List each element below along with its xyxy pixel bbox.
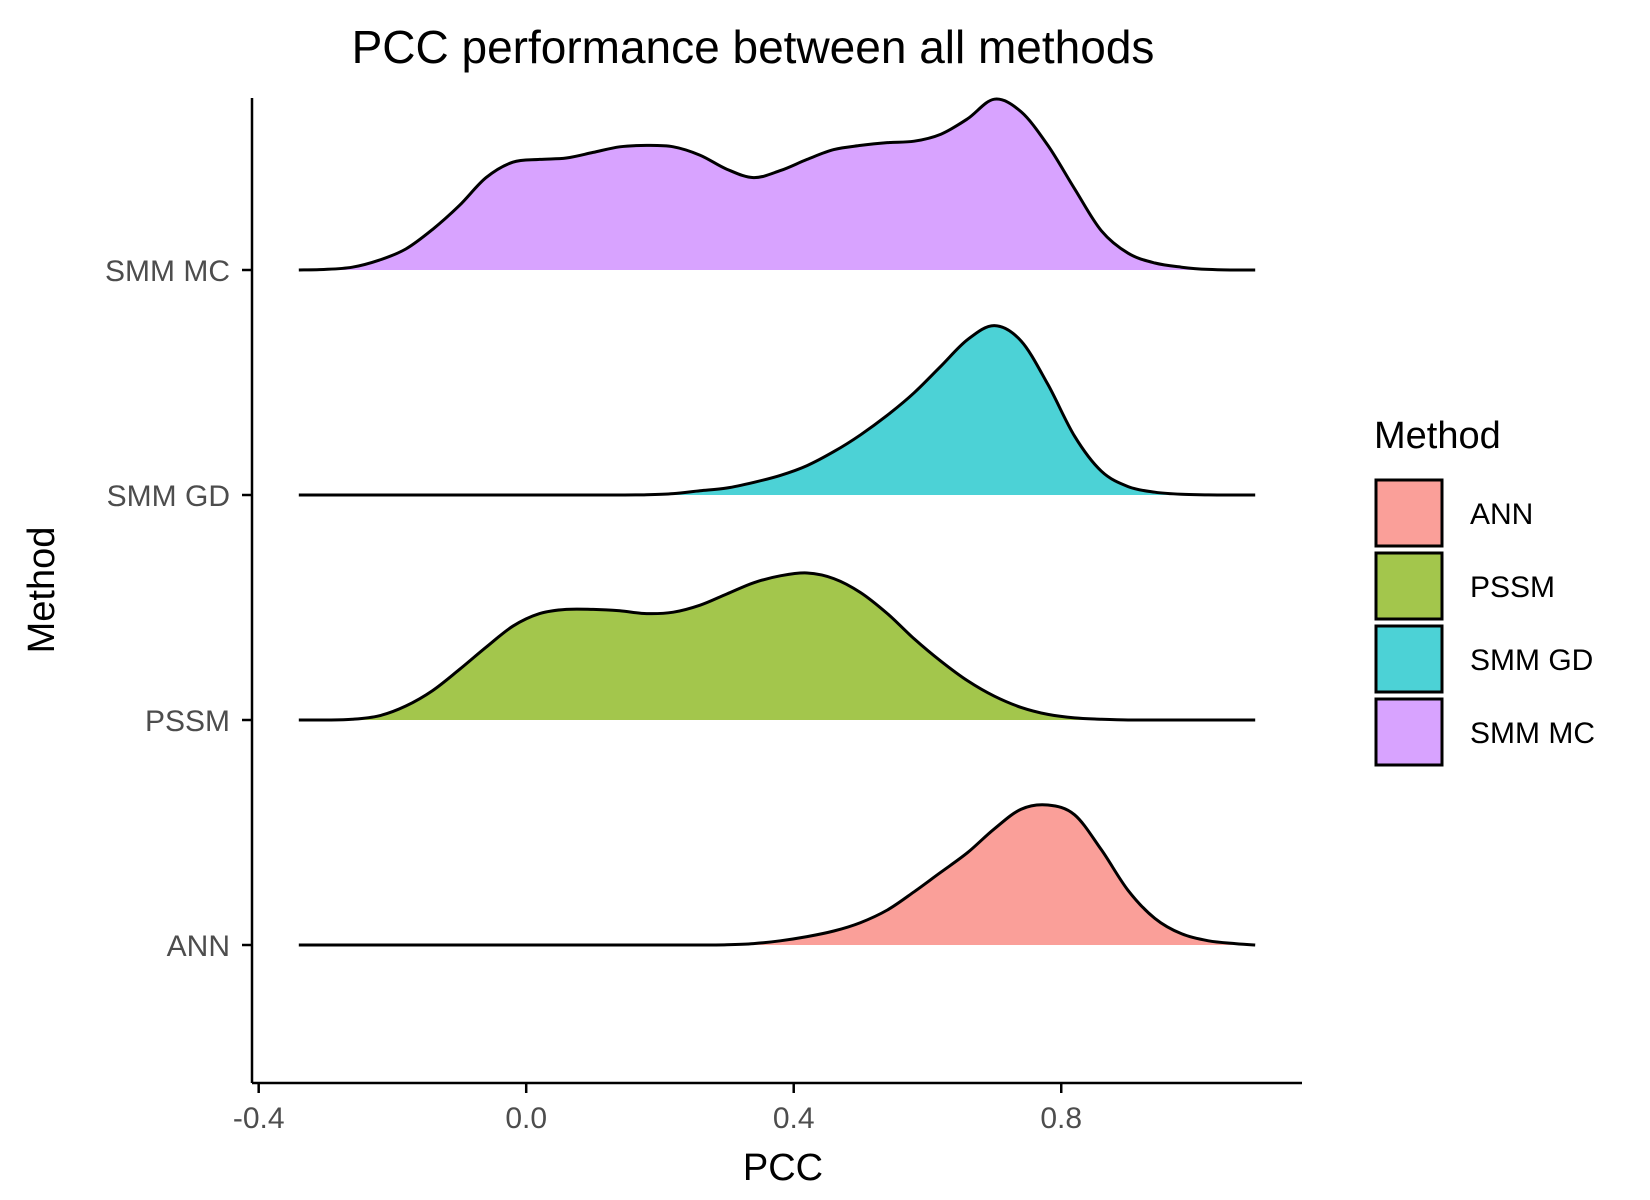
y-tick-label: PSSM (145, 705, 230, 738)
legend-key-smm-gd (1374, 624, 1444, 694)
ridge-area-ann (298, 804, 1256, 945)
ridge-area-smm-mc (298, 99, 1256, 271)
x-tick-label: -0.4 (233, 1102, 285, 1135)
y-axis-ticks: ANN PSSM SMM GD SMM MC (105, 255, 252, 963)
legend-label: PSSM (1470, 571, 1555, 604)
legend-title: Method (1374, 415, 1501, 457)
legend-label: ANN (1470, 498, 1533, 531)
legend-key-pssm (1374, 551, 1444, 621)
legend-label: SMM MC (1470, 717, 1595, 750)
y-axis-title: Method (21, 527, 63, 654)
ridge-area-pssm (298, 572, 1256, 721)
legend-key-ann (1374, 478, 1444, 548)
legend-key-smm-mc (1374, 697, 1444, 767)
x-tick-label: 0.0 (505, 1102, 547, 1135)
x-axis-title: PCC (743, 1147, 823, 1189)
legend: Method ANN PSSM SMM GD SMM MC (1374, 415, 1595, 767)
ridge-line-smm-gd (298, 324, 1256, 497)
y-tick-label: ANN (167, 930, 230, 963)
ridge-line-ann (298, 803, 1256, 947)
y-tick-label: SMM MC (105, 255, 230, 288)
density-ridges (298, 97, 1256, 947)
x-axis-ticks: -0.4 0.0 0.4 0.8 (233, 1083, 1082, 1135)
y-tick-label: SMM GD (107, 480, 230, 513)
ridge-line-smm-mc (298, 97, 1256, 272)
ridge-area-smm-gd (298, 325, 1256, 495)
x-tick-label: 0.8 (1040, 1102, 1082, 1135)
legend-label: SMM GD (1470, 644, 1593, 677)
chart-title: PCC performance between all methods (352, 21, 1155, 73)
x-tick-label: 0.4 (773, 1102, 815, 1135)
ridge-line-pssm (298, 571, 1256, 722)
